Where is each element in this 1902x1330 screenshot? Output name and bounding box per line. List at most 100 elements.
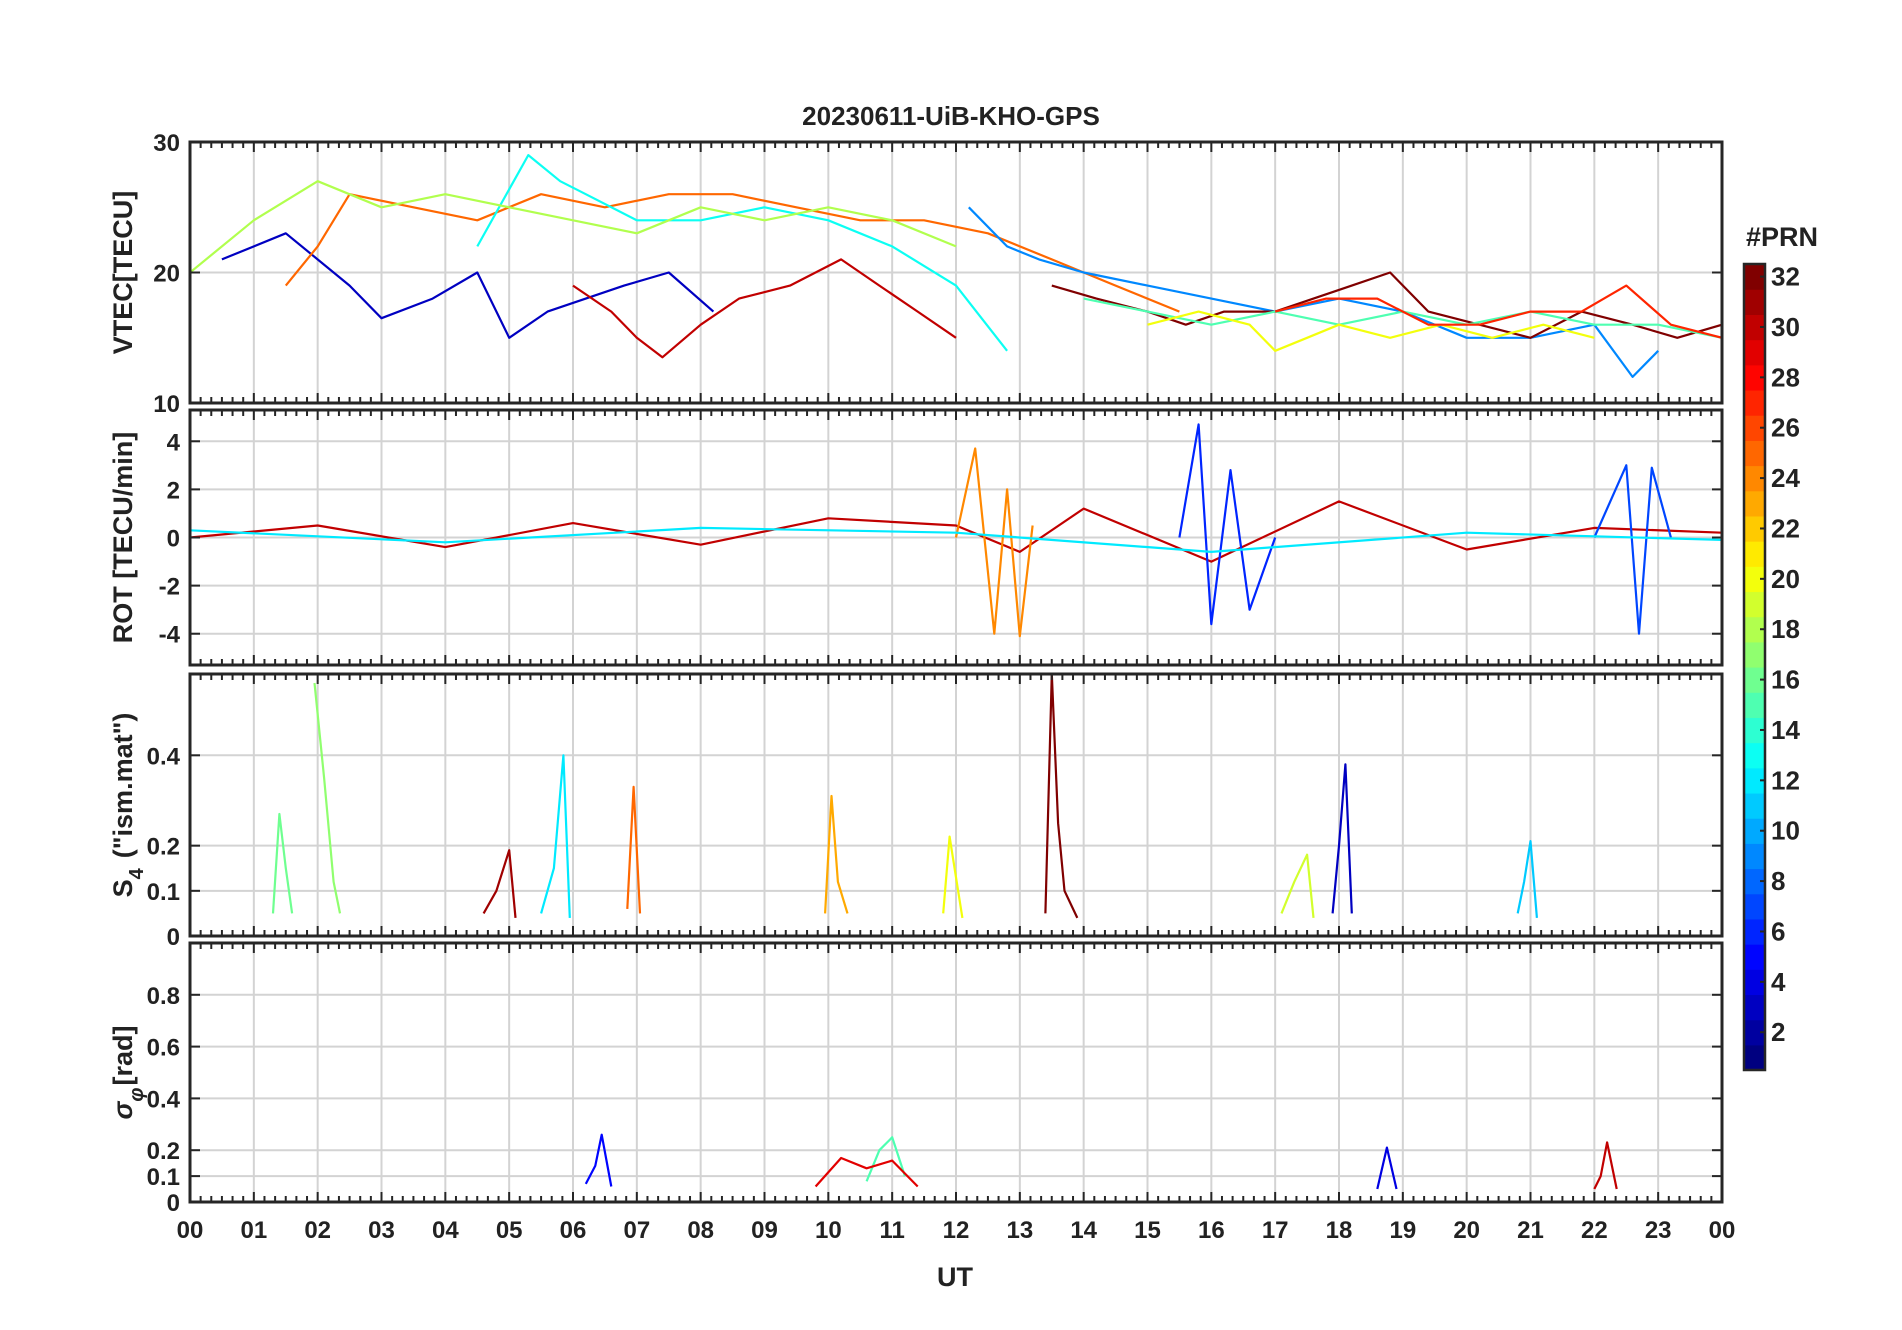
y-tick-label: 0.2: [147, 1138, 180, 1165]
series-group: [271, 674, 1538, 919]
series-prn-25: [284, 193, 1180, 313]
colorbar-segment-prn-13: [1744, 742, 1765, 769]
series-prn-7: [1593, 464, 1672, 635]
y-axis-label-main: σ: [108, 1101, 138, 1120]
x-ticks: [189, 943, 1723, 1202]
x-tick-label: 15: [1134, 1217, 1161, 1244]
colorbar-segment-prn-29: [1744, 339, 1765, 366]
y-tick-label: 0.6: [147, 1035, 180, 1062]
colorbar-tick-label: 26: [1771, 413, 1800, 443]
y-ticks: 0 0.1 0.2 0.4: [147, 743, 1722, 951]
colorbar-segment-prn-1: [1744, 1044, 1765, 1071]
series-prn-30: [572, 258, 957, 359]
x-tick-label: 02: [304, 1217, 331, 1244]
colorbar-segment-prn-9: [1744, 843, 1765, 870]
colorbar-segment-prn-11: [1744, 792, 1765, 819]
y-tick-label: 10: [153, 391, 180, 418]
series-prn-32: [1051, 271, 1722, 339]
x-tick-label: 03: [368, 1217, 395, 1244]
y-axis-label: VTEC[TECU]: [108, 191, 138, 355]
series-prn-16: [271, 812, 294, 914]
panel-s4: 0 0.1 0.2 0.4 S4 ("ism.mat"): [108, 672, 1724, 951]
colorbar-segment-prn-30: [1744, 314, 1765, 341]
colorbar-tick-label: 18: [1771, 614, 1800, 644]
x-tick-label: 18: [1326, 1217, 1353, 1244]
colorbar-segment-prn-25: [1744, 440, 1765, 467]
y-tick-label: 30: [153, 130, 180, 157]
colorbar-segment-prn-32: [1744, 264, 1765, 290]
colorbar-frame: [1742, 262, 1767, 1072]
x-tick-label: 14: [1070, 1217, 1097, 1244]
colorbar-segment-prn-7: [1744, 893, 1765, 920]
colorbar-tick-label: 6: [1771, 916, 1785, 946]
x-tick-label: 04: [432, 1217, 459, 1244]
colorbar-segment-prn-6: [1744, 918, 1765, 945]
series-prn-6: [1178, 423, 1277, 626]
x-axis-label: UT: [937, 1262, 973, 1292]
colorbar-segment-prn-3: [1744, 994, 1765, 1021]
colorbar-segment-prn-4: [1744, 969, 1765, 996]
series-group: [190, 154, 1722, 378]
series-prn-3: [1331, 763, 1353, 914]
series-prn-31: [482, 849, 517, 919]
colorbar-segment-prn-5: [1744, 944, 1765, 970]
colorbar-tick-label: 16: [1771, 665, 1800, 695]
y-axis-label-subscript: φ: [126, 1088, 148, 1102]
y-axis-label: S4 ("ism.mat"): [108, 713, 148, 898]
panel-sigma: 00.10.20.40.60.8σφ[rad]00 01 02 03 04 05 06 07 0…: [108, 941, 1736, 1244]
y-axis-label-subscript: 4: [126, 867, 148, 879]
series-prn-13: [476, 154, 1008, 352]
series-prn-12: [540, 754, 571, 918]
x-tick-label: 19: [1389, 1217, 1416, 1244]
colorbar-segment-prn-24: [1744, 465, 1765, 492]
colorbar-segment-prn-8: [1744, 868, 1765, 895]
colorbar-segment-prn-18: [1744, 616, 1765, 643]
x-tick-label: 17: [1262, 1217, 1289, 1244]
y-tick-label: 0.1: [147, 1164, 180, 1191]
y-ticks: 00.10.2 0.4 0.6 0.8: [147, 983, 1722, 1217]
panel-rot: -4 -2 0 2 4 ROT [TECU/min]: [108, 408, 1724, 667]
y-tick-label: 2: [167, 477, 180, 504]
x-ticks: [189, 410, 1723, 665]
colorbar-segment-prn-23: [1744, 490, 1765, 517]
x-tick-label: 12: [943, 1217, 970, 1244]
colorbar-segment-prn-21: [1744, 541, 1765, 567]
y-tick-label: 0: [167, 1190, 180, 1217]
y-tick-label: 0.2: [147, 834, 180, 861]
colorbar-segment-prn-15: [1744, 692, 1765, 718]
x-tick-label: 10: [815, 1217, 842, 1244]
series-prn-17: [313, 682, 342, 914]
colorbar-segment-prn-12: [1744, 767, 1765, 794]
series-prn-30: [1593, 1141, 1618, 1190]
series-prn-25: [626, 785, 642, 914]
colorbar-tick-label: 24: [1771, 463, 1800, 493]
series-prn-4: [1376, 1146, 1398, 1190]
y-tick-label: -2: [159, 574, 180, 601]
y-tick-label: -4: [159, 622, 181, 649]
series-prn-20: [1147, 310, 1595, 352]
y-axis-label: σφ [rad]: [108, 1026, 148, 1120]
colorbar-segment-prn-26: [1744, 415, 1765, 441]
y-tick-label: 0.8: [147, 983, 180, 1010]
colorbar-segment-prn-14: [1744, 717, 1765, 744]
series-prn-32: [1044, 674, 1079, 919]
y-tick-label: 0: [167, 526, 180, 553]
y-axis-label-main: S: [108, 879, 138, 897]
x-tick-label: 00: [1709, 1217, 1736, 1244]
colorbar-tick-label: 22: [1771, 513, 1800, 543]
series-prn-24: [954, 447, 1034, 638]
series-group: [584, 1133, 1618, 1190]
colorbar-segment-prn-27: [1744, 389, 1765, 416]
colorbar-segment-prn-31: [1744, 289, 1765, 315]
colorbar-tick-label: 28: [1771, 362, 1800, 392]
colorbar-tick-label: 14: [1771, 715, 1800, 745]
series-prn-18: [190, 180, 957, 274]
x-tick-label: 21: [1517, 1217, 1544, 1244]
series-prn-5: [584, 1133, 613, 1187]
colorbar-tick-label: 12: [1771, 765, 1800, 795]
series-prn-29: [814, 1156, 919, 1188]
x-tick-label: 20: [1453, 1217, 1480, 1244]
y-axis-label-rest: [rad]: [108, 1026, 138, 1086]
